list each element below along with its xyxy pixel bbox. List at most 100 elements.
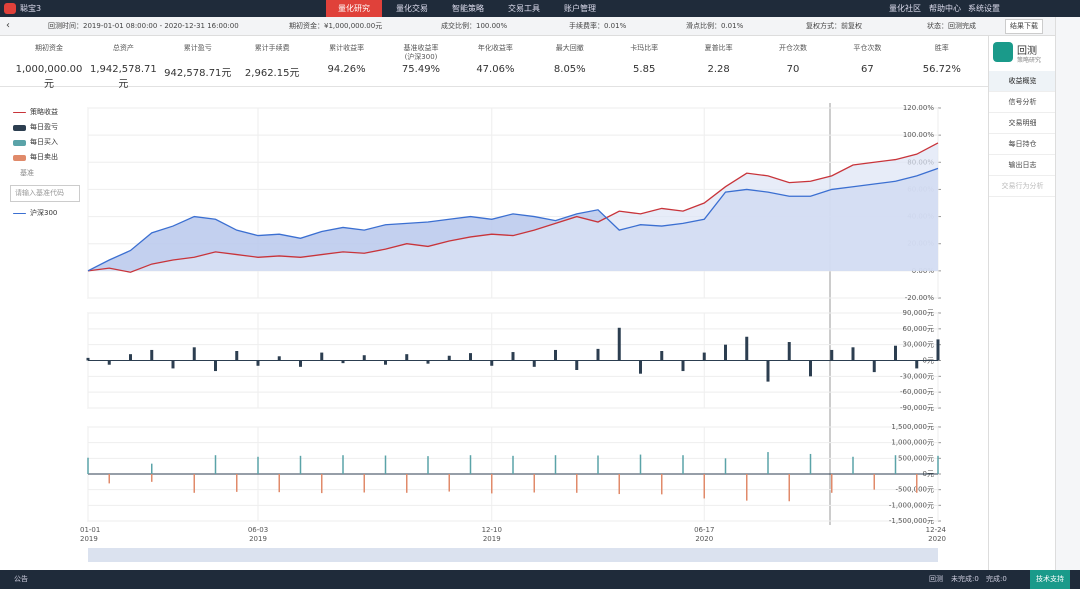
legend-label: 沪深300 [30,209,58,217]
stat: 平仓次数 67 [829,44,905,75]
legend-label: 策略收益 [30,108,58,116]
sidebar-item[interactable]: 每日持仓 [989,134,1056,155]
x-tick-label: 06-17 [694,526,714,534]
support-button[interactable]: 技术支持 [1030,570,1070,589]
bar [256,360,260,366]
bar [362,355,366,361]
bar [894,455,897,474]
nav-item[interactable]: 量化研究 [326,0,382,17]
bar [384,455,387,474]
bar [554,455,557,474]
bar [830,349,834,361]
bar [660,351,664,361]
legend-label: 每日卖出 [30,153,58,161]
bar [277,356,281,361]
stat-value: 75.49% [401,64,441,75]
y-tick-label: -60,000元 [900,388,934,396]
back-arrow[interactable]: ‹ [6,20,10,31]
stat-value: 47.06% [476,64,515,75]
bar [937,455,939,474]
bar [766,360,770,382]
bar [702,352,706,361]
y-tick-label: 1,500,000元 [891,423,934,431]
bar [406,474,408,493]
bar [894,345,897,361]
sidebar-item[interactable]: 收益概览 [989,71,1056,92]
bar [405,354,409,361]
stat-label: 累计盈亏 [183,44,212,52]
stat: 最大回撤 8.05% [532,44,608,75]
bar [618,474,620,495]
stat-value: 8.05% [553,64,586,75]
sidebar-icon [993,42,1013,62]
bar [299,455,302,474]
bar [384,360,387,365]
y-tick-label: 120.00% [903,104,934,112]
y-tick-label: 90,000元 [903,309,935,317]
legend-item[interactable]: 策略收益 [10,105,80,120]
logo-icon [4,3,16,14]
bar [681,360,685,372]
nav-item[interactable]: 交易工具 [508,4,540,13]
legend-item[interactable]: 每日盈亏 [10,120,80,135]
stat-value: 2,962.15元 [244,68,300,79]
stat-label: 胜率 [934,44,949,52]
stat: 基准收益率 (沪深300) 75.49% [383,44,459,75]
stat: 夏普比率 2.28 [681,44,757,75]
stat-label: 基准收益率 (沪深300) [403,44,439,61]
bar [809,453,812,474]
bar [639,454,642,474]
legend-item[interactable]: 每日卖出 [10,150,80,165]
bar [724,458,727,474]
stat-value: 1,000,000.00元 [15,64,83,90]
nav-right[interactable]: 系统设置 [968,4,1000,13]
bar [214,360,217,372]
y-tick-label: 1,000,000元 [891,439,934,447]
bar [831,474,833,493]
sidebar-subtitle: 策略研究 [1017,57,1042,64]
sidebar-item[interactable]: 信号分析 [989,92,1056,113]
stat: 胜率 56.72% [904,44,980,75]
status-item: 未完成:0 [951,575,979,583]
bar [214,455,217,474]
bar [108,474,110,484]
bar [682,455,684,474]
stat: 年化收益率 47.06% [457,44,533,75]
notice[interactable]: 公告 [14,575,28,583]
stat-label: 最大回撤 [555,44,584,52]
download-button[interactable]: 结果下载 [1005,19,1043,34]
y-tick-label: 60,000元 [903,325,935,333]
x-tick-label: 12-10 [482,526,502,534]
bar [512,455,514,474]
info-bar: ‹ 回测时间：2019-01-01 08:00:00 - 2020-12-31 … [0,17,1055,36]
benchmark-input[interactable]: 请输入基准代码 [10,185,80,202]
bar [107,360,111,365]
stat-value: 5.85 [633,64,656,75]
nav-item[interactable]: 量化交易 [396,4,428,13]
info-item: 成交比例：100.00% [441,22,508,30]
range-slider[interactable] [88,548,938,562]
bar [151,463,153,474]
bar [469,353,472,361]
nav-right[interactable]: 量化社区 [889,4,921,13]
nav-item[interactable]: 智能策略 [452,4,484,13]
bar [596,348,600,361]
stat: 开仓次数 70 [755,44,831,75]
stat: 总资产 1,942,578.71元 [85,44,161,90]
sidebar-item[interactable]: 交易明细 [989,113,1056,134]
nav-right[interactable]: 帮助中心 [929,4,961,13]
y-tick-label: 30,000元 [903,341,935,349]
sidebar-item[interactable]: 输出日志 [989,155,1056,176]
stat-value: 2.28 [707,64,730,75]
bar [872,360,876,373]
bar [86,357,90,361]
legend-item[interactable]: 沪深300 [10,206,80,221]
bar [724,344,727,361]
nav-item[interactable]: 账户管理 [564,4,596,13]
legend-item[interactable]: 每日买入 [10,135,80,150]
x-tick-label: 06-03 [248,526,268,534]
bar [447,355,451,361]
stat-value: 1,942,578.71元 [89,64,157,90]
stat-value: 67 [861,64,874,75]
stat-label: 期初资金 [35,44,63,52]
